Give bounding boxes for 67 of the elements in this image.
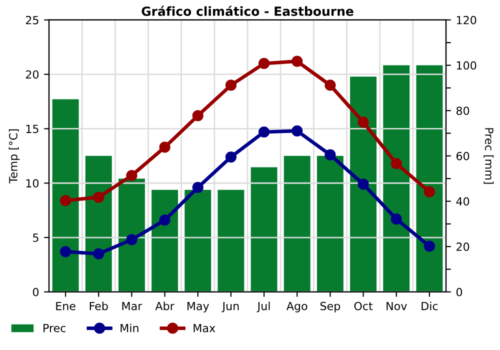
point bbox=[159, 142, 170, 153]
x-tick-label: May bbox=[187, 302, 210, 312]
bar bbox=[416, 65, 443, 292]
x-tick-label: Jul bbox=[256, 302, 270, 312]
point bbox=[126, 234, 138, 246]
point bbox=[225, 80, 237, 91]
y-tick-label: 15 bbox=[26, 124, 38, 134]
x-tick-label: Mar bbox=[122, 302, 142, 310]
x-tick-label: Sep bbox=[320, 302, 340, 312]
chart-title: Gráfico climático - Eastbourne bbox=[142, 6, 354, 16]
point bbox=[192, 182, 204, 194]
y-tick-label: 5 bbox=[33, 234, 38, 242]
point bbox=[93, 192, 104, 203]
point bbox=[258, 126, 270, 138]
point bbox=[390, 158, 402, 170]
bar bbox=[218, 190, 244, 292]
point bbox=[60, 194, 72, 206]
point bbox=[225, 151, 237, 163]
x-tick-label: Jun bbox=[222, 302, 239, 312]
x-tick-label: Abr bbox=[155, 302, 174, 310]
bar bbox=[316, 156, 344, 292]
point bbox=[292, 125, 303, 136]
bar bbox=[152, 190, 178, 292]
legend-label: Prec bbox=[44, 324, 66, 332]
x-tick-label: Feb bbox=[90, 302, 108, 310]
point bbox=[159, 214, 170, 226]
y2-tick-label: 20 bbox=[456, 242, 470, 251]
bar bbox=[52, 99, 79, 292]
point bbox=[93, 248, 104, 260]
y2-tick-label: 0 bbox=[456, 288, 462, 296]
y-tick-label: 25 bbox=[26, 16, 38, 24]
x-tick-label: Oct bbox=[354, 302, 373, 310]
y2-tick-label: 80 bbox=[456, 106, 470, 115]
bar bbox=[118, 178, 145, 292]
y-tick-label: 0 bbox=[32, 288, 39, 296]
legend-label: Max bbox=[194, 324, 216, 332]
y-tick-label: 10 bbox=[26, 179, 39, 188]
point bbox=[390, 213, 402, 225]
y2-axis-title: Prec [mm] bbox=[484, 128, 494, 184]
y2-tick-label: 60 bbox=[456, 152, 470, 160]
x-tick-label: Nov bbox=[386, 302, 407, 310]
x-tick-label: Ago bbox=[286, 302, 308, 312]
bar bbox=[350, 76, 377, 292]
point bbox=[292, 56, 303, 67]
point bbox=[358, 116, 369, 128]
y-axis-title: Temp [°C] bbox=[8, 129, 20, 184]
point bbox=[424, 186, 436, 198]
point bbox=[324, 149, 336, 160]
point bbox=[60, 246, 72, 258]
bar bbox=[383, 65, 410, 292]
x-tick-label: Dic bbox=[422, 302, 438, 310]
point bbox=[192, 110, 204, 122]
y2-tick-label: 40 bbox=[456, 197, 470, 206]
x-tick-label: Ene bbox=[56, 302, 76, 310]
legend-label: Min bbox=[120, 324, 138, 332]
y-tick-label: 20 bbox=[26, 70, 39, 79]
bar bbox=[250, 167, 278, 292]
point bbox=[126, 170, 138, 182]
point bbox=[358, 178, 369, 190]
point bbox=[424, 240, 436, 252]
y2-tick-label: 100 bbox=[456, 61, 476, 70]
y2-tick-label: 120 bbox=[456, 16, 476, 24]
bar bbox=[284, 156, 310, 292]
bar bbox=[85, 156, 112, 292]
point bbox=[324, 80, 336, 91]
bar bbox=[184, 190, 212, 292]
point bbox=[258, 58, 270, 70]
